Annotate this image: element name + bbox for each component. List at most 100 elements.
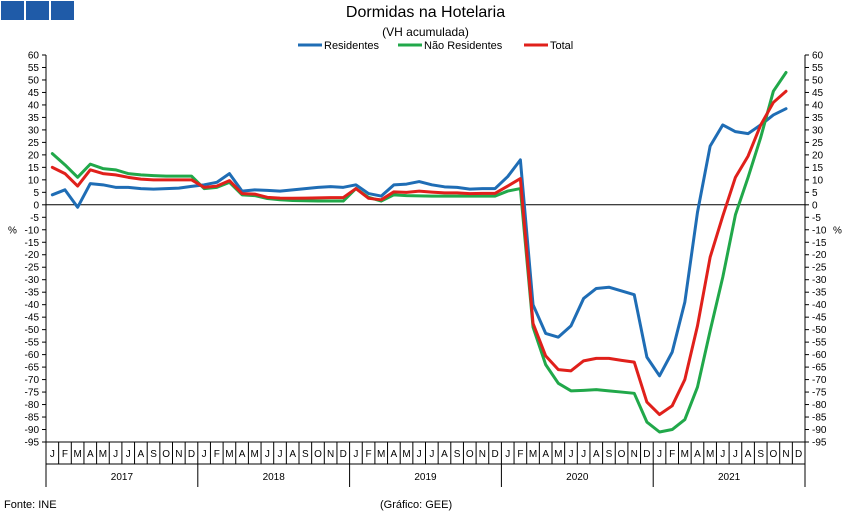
y-unit-label-left: % [8, 225, 17, 236]
x-year-label: 2021 [718, 472, 741, 483]
x-month-label: N [782, 449, 789, 460]
y-tick-label-right: 60 [812, 51, 824, 62]
y-tick-label-right: 50 [812, 75, 824, 86]
y-tick-label-left: -30 [25, 275, 40, 286]
x-month-label: J [202, 449, 207, 460]
x-month-label: O [314, 449, 322, 460]
y-tick-label-right: 45 [812, 88, 824, 99]
x-month-label: A [87, 449, 94, 460]
y-tick-label-left: -95 [25, 438, 40, 449]
x-month-label: J [505, 449, 510, 460]
x-year-label: 2020 [566, 472, 589, 483]
x-month-label: S [302, 449, 309, 460]
x-month-label: D [643, 449, 650, 460]
series-line-residentes [50, 107, 788, 378]
y-tick-label-right: 40 [812, 100, 824, 111]
x-month-label: A [542, 449, 549, 460]
y-tick-label-left: -75 [25, 388, 40, 399]
x-month-label: O [618, 449, 626, 460]
y-tick-label-left: 20 [28, 150, 40, 161]
x-month-label: J [126, 449, 131, 460]
y-tick-label-right: 55 [812, 63, 824, 74]
y-tick-label-right: -70 [812, 375, 827, 386]
logo-block [51, 1, 74, 20]
y-tick-label-left: 25 [28, 138, 40, 149]
y-tick-label-left: -25 [25, 263, 40, 274]
x-month-label: J [720, 449, 725, 460]
y-tick-label-left: 60 [28, 51, 40, 62]
y-tick-label-right: -80 [812, 400, 827, 411]
x-month-label: D [795, 449, 802, 460]
credit-note: (Gráfico: GEE) [380, 499, 453, 511]
y-tick-label-right: 30 [812, 125, 824, 136]
x-month-label: N [479, 449, 486, 460]
y-tick-label-right: -10 [812, 225, 827, 236]
x-month-label: M [706, 449, 714, 460]
x-month-label: A [138, 449, 145, 460]
gee-logo [1, 1, 74, 20]
x-month-label: O [162, 449, 170, 460]
x-month-label: F [62, 449, 68, 460]
y-tick-label-right: -75 [812, 388, 827, 399]
x-month-label: F [366, 449, 372, 460]
y-tick-label-left: -45 [25, 313, 40, 324]
x-month-label: F [517, 449, 523, 460]
x-month-label: J [429, 449, 434, 460]
x-month-label: M [99, 449, 107, 460]
legend-label-residentes: Residentes [324, 40, 380, 52]
x-month-label: F [669, 449, 675, 460]
source-note: Fonte: INE [4, 499, 57, 511]
x-month-label: J [353, 449, 358, 460]
y-tick-label-right: -55 [812, 338, 827, 349]
y-tick-label-right: -15 [812, 238, 827, 249]
x-month-label: A [289, 449, 296, 460]
x-month-label: M [529, 449, 537, 460]
y-tick-label-left: -10 [25, 225, 40, 236]
series-line-nao-residentes [50, 70, 788, 434]
y-tick-label-right: -20 [812, 250, 827, 261]
y-tick-label-left: -50 [25, 325, 40, 336]
legend-label-total: Total [550, 40, 573, 52]
y-tick-label-left: -40 [25, 300, 40, 311]
y-tick-label-right: -95 [812, 438, 827, 449]
x-month-label: J [417, 449, 422, 460]
y-tick-label-left: 10 [28, 175, 40, 186]
y-tick-label-right: 15 [812, 163, 824, 174]
x-month-label: S [606, 449, 613, 460]
y-tick-label-left: -70 [25, 375, 40, 386]
y-tick-label-left: -5 [30, 213, 39, 224]
y-tick-label-left: 0 [33, 200, 39, 211]
x-year-label: 2019 [414, 472, 437, 483]
y-tick-label-right: 0 [812, 200, 818, 211]
y-tick-label-left: 50 [28, 75, 40, 86]
x-month-label: A [391, 449, 398, 460]
y-tick-label-left: -65 [25, 363, 40, 374]
x-month-label: M [377, 449, 385, 460]
y-tick-label-left: 15 [28, 163, 40, 174]
x-month-label: J [657, 449, 662, 460]
y-tick-label-left: -80 [25, 400, 40, 411]
y-tick-label-right: -35 [812, 288, 827, 299]
y-tick-label-left: 40 [28, 100, 40, 111]
x-month-label: M [554, 449, 562, 460]
x-month-label: M [251, 449, 259, 460]
y-tick-label-left: 35 [28, 113, 40, 124]
y-tick-label-right: -40 [812, 300, 827, 311]
x-month-label: J [278, 449, 283, 460]
y-tick-label-left: -60 [25, 350, 40, 361]
x-month-label: J [568, 449, 573, 460]
x-month-label: S [757, 449, 764, 460]
x-month-label: J [265, 449, 270, 460]
legend-label-nao-residentes: Não Residentes [424, 40, 503, 52]
y-tick-label-right: 10 [812, 175, 824, 186]
chart-title: Dormidas na Hotelaria [345, 4, 506, 21]
x-month-label: D [491, 449, 498, 460]
y-tick-label-right: -60 [812, 350, 827, 361]
x-month-label: M [681, 449, 689, 460]
y-tick-label-right: -5 [812, 213, 821, 224]
x-month-label: J [50, 449, 55, 460]
x-month-label: A [239, 449, 246, 460]
x-month-label: N [175, 449, 182, 460]
y-tick-label-left: -15 [25, 238, 40, 249]
